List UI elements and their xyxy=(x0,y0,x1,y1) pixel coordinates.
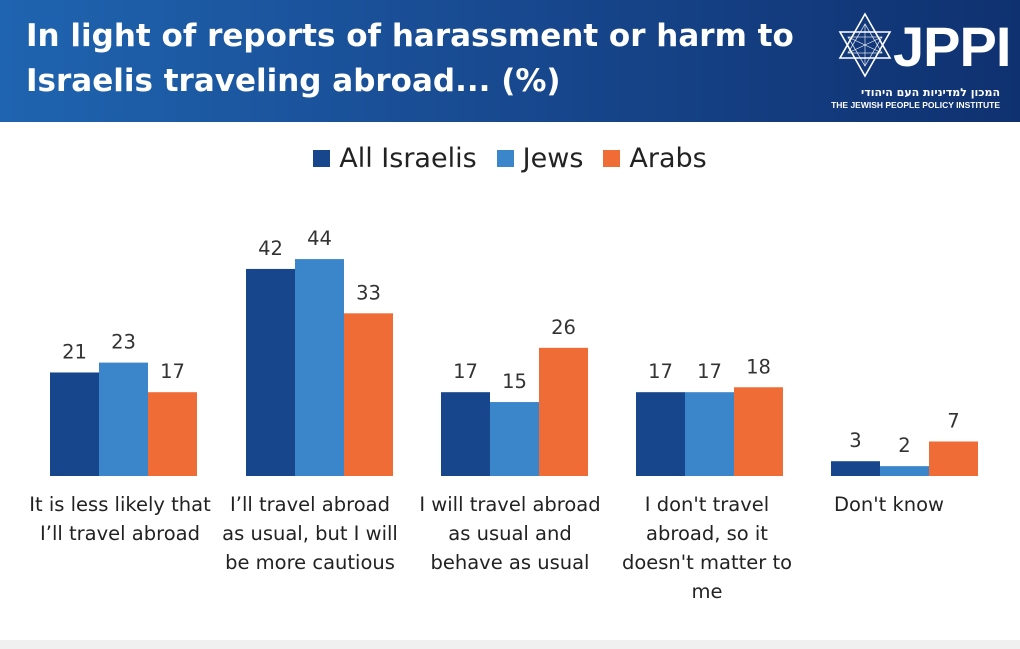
star-of-david-logo-icon xyxy=(838,12,892,78)
category-label-less-likely: It is less likely that I’ll travel abroa… xyxy=(29,493,211,545)
bar-all-israelis-4 xyxy=(831,461,880,476)
data-label-all-israelis-2: 17 xyxy=(453,360,478,383)
legend-item-all-israelis: All Israelis xyxy=(313,142,477,174)
chart-title: In light of reports of harassment or har… xyxy=(26,18,794,99)
jppi-logo: JPPI המכון למדיניות העם היהודי THE JEWIS… xyxy=(831,10,1011,118)
bar-all-israelis-2 xyxy=(441,392,490,476)
data-label-arabs-4: 7 xyxy=(947,409,959,432)
bar-jews-4 xyxy=(880,466,929,476)
bar-arabs-0 xyxy=(148,392,197,476)
bar-all-israelis-1 xyxy=(246,268,295,476)
bar-arabs-1 xyxy=(344,313,393,476)
legend-label-arabs: Arabs xyxy=(629,142,707,174)
legend-item-jews: Jews xyxy=(496,142,584,174)
data-label-jews-1: 44 xyxy=(307,227,332,250)
data-label-arabs-3: 18 xyxy=(746,355,771,378)
data-label-jews-3: 17 xyxy=(697,360,722,383)
header-banner: In light of reports of harassment or har… xyxy=(0,0,1020,122)
legend-swatch-all-israelis xyxy=(313,149,331,167)
data-label-all-israelis-0: 21 xyxy=(62,340,87,363)
bar-arabs-2 xyxy=(539,347,588,476)
bar-arabs-3 xyxy=(734,387,783,476)
category-label-more-cautious: I’ll travel abroad as usual, but I will … xyxy=(222,493,398,574)
legend-label-all-israelis: All Israelis xyxy=(339,142,477,174)
bar-jews-1 xyxy=(295,259,344,476)
legend-item-arabs: Arabs xyxy=(603,142,707,174)
bar-all-israelis-0 xyxy=(50,372,99,476)
logo-english-text: THE JEWISH PEOPLE POLICY INSTITUTE xyxy=(831,100,1000,110)
bar-jews-2 xyxy=(490,402,539,476)
category-label-travel-as-usual: I will travel abroad as usual and behave… xyxy=(419,493,601,574)
footer-strip xyxy=(0,640,1020,649)
legend-swatch-arabs xyxy=(603,149,621,167)
category-label-dont-know: Don't know xyxy=(833,493,945,516)
legend-swatch-jews xyxy=(496,149,514,167)
data-label-all-israelis-3: 17 xyxy=(648,360,673,383)
bar-jews-0 xyxy=(99,362,148,476)
legend-label-jews: Jews xyxy=(522,142,584,174)
data-label-jews-2: 15 xyxy=(502,370,527,393)
data-label-jews-4: 2 xyxy=(898,434,910,457)
bar-all-israelis-3 xyxy=(636,392,685,476)
chart-legend: All Israelis Jews Arabs xyxy=(0,138,1020,178)
data-label-all-israelis-4: 3 xyxy=(849,429,861,452)
logo-hebrew-text: המכון למדיניות העם היהודי xyxy=(861,86,1000,99)
data-label-arabs-0: 17 xyxy=(160,360,185,383)
bar-arabs-4 xyxy=(929,441,978,476)
data-label-arabs-1: 33 xyxy=(356,281,381,304)
data-label-jews-0: 23 xyxy=(111,331,136,354)
data-label-arabs-2: 26 xyxy=(551,316,576,339)
category-label-dont-travel: I don't travel abroad, so it doesn't mat… xyxy=(621,493,793,603)
logo-wordmark: JPPI xyxy=(893,15,1011,78)
data-label-all-israelis-1: 42 xyxy=(258,237,283,260)
bar-jews-3 xyxy=(685,392,734,476)
